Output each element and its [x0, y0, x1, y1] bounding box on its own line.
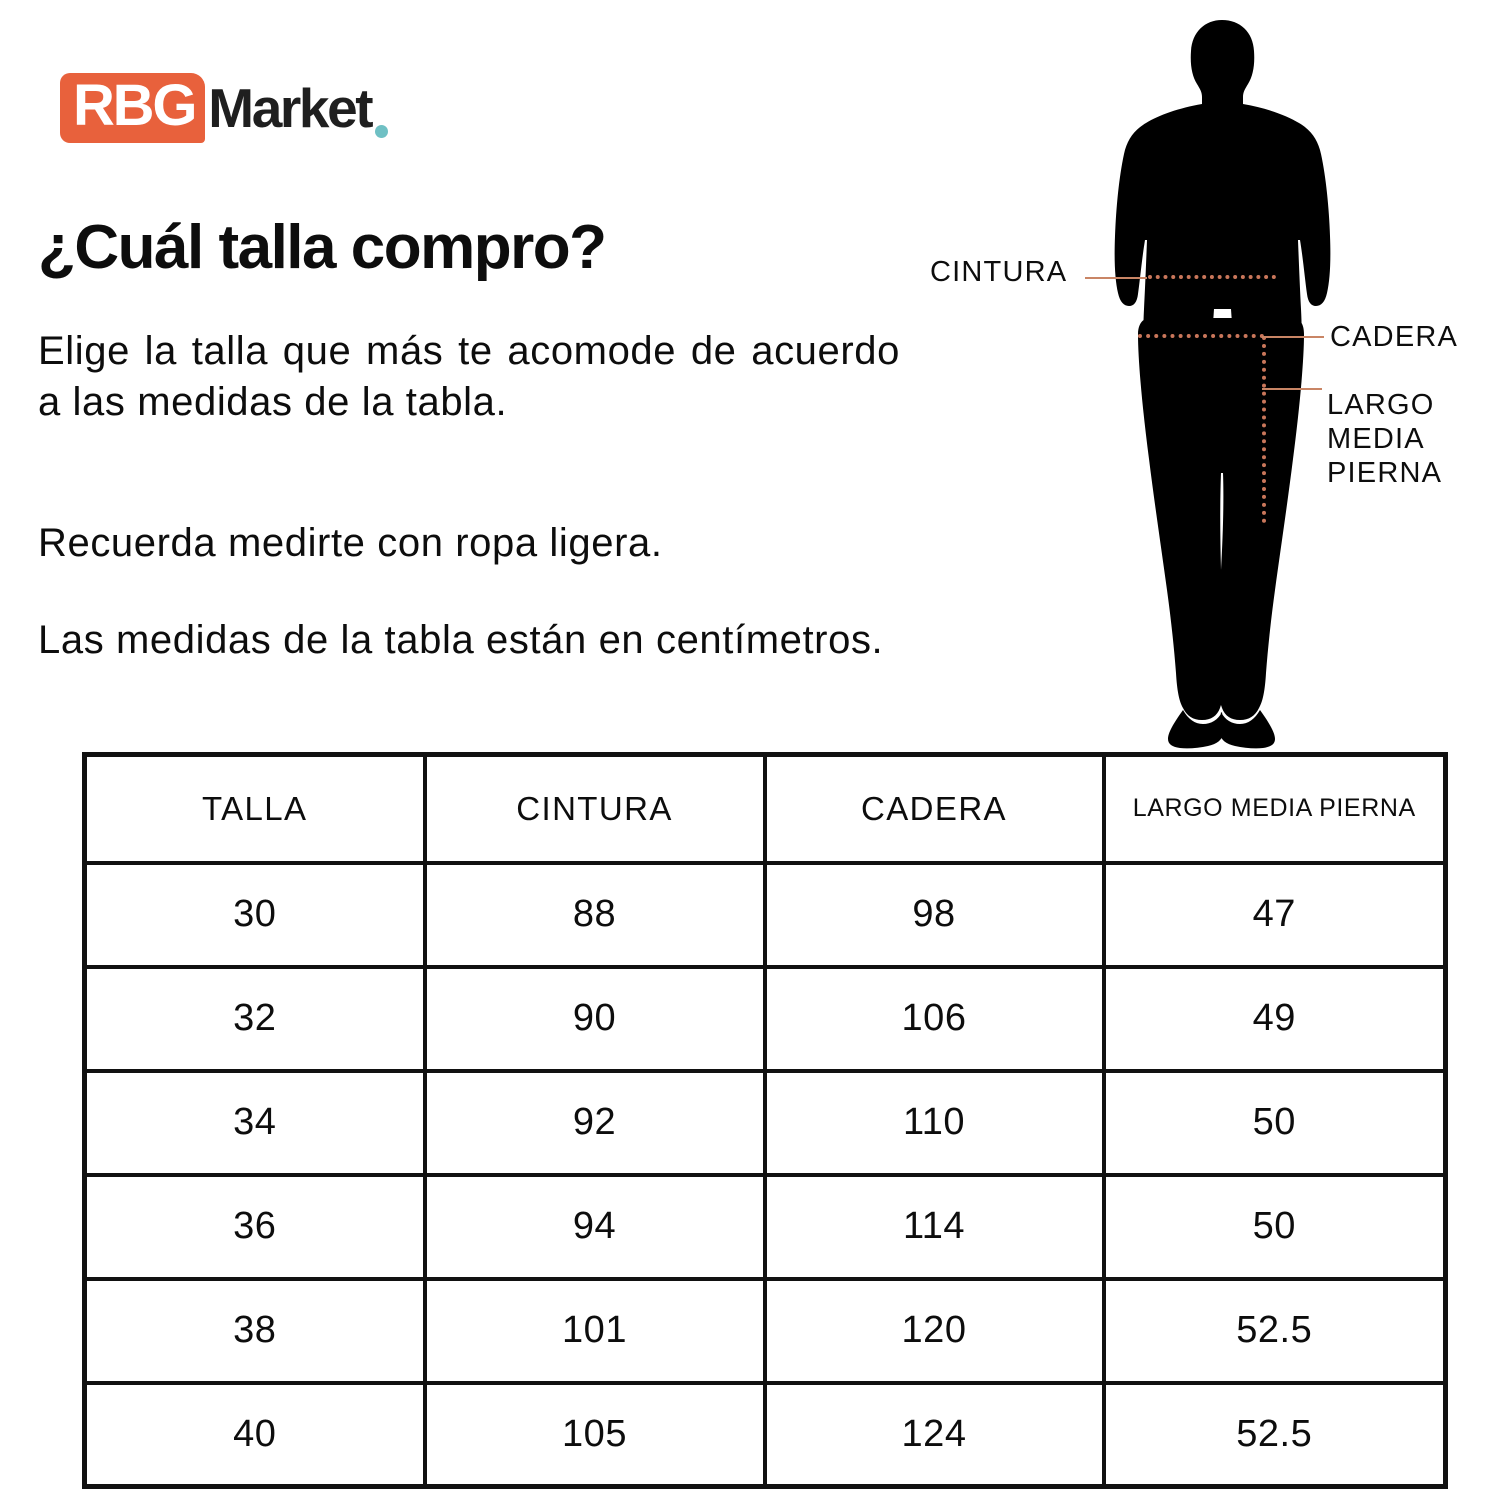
page-title: ¿Cuál talla compro?	[38, 213, 607, 282]
teal-dot-icon	[375, 125, 389, 138]
col-header-cintura: CINTURA	[422, 752, 767, 865]
size-table: TALLA CINTURA CADERA LARGO MEDIA PIERNA …	[82, 752, 1448, 1489]
col-header-talla: TALLA	[82, 752, 427, 865]
cell-cintura: 90	[422, 964, 767, 1073]
cell-talla: 36	[82, 1172, 427, 1281]
table-row: 36 94 114 50	[82, 1172, 1448, 1281]
cell-largo: 49	[1101, 964, 1448, 1073]
brand-logo: RBG Market	[60, 72, 389, 144]
inseam-leader-line	[1262, 388, 1322, 390]
cell-largo: 52.5	[1101, 1380, 1448, 1489]
cell-cintura: 105	[422, 1380, 767, 1489]
waist-guide-line	[1148, 275, 1276, 279]
table-row: 30 88 98 47	[82, 860, 1448, 969]
cell-largo: 50	[1101, 1068, 1448, 1177]
cell-largo: 47	[1101, 860, 1448, 969]
cell-cadera: 114	[762, 1172, 1106, 1281]
waist-leader-line	[1085, 277, 1147, 279]
annotation-largo-media-pierna: LARGO MEDIA PIERNA	[1327, 388, 1442, 490]
table-row: 38 101 120 52.5	[82, 1276, 1448, 1385]
cell-cintura: 88	[422, 860, 767, 969]
col-header-cadera: CADERA	[762, 752, 1106, 865]
cell-cadera: 124	[762, 1380, 1106, 1489]
logo-badge: RBG	[60, 72, 206, 143]
intro-paragraph-1: Elige la talla que más te acomode de acu…	[38, 329, 900, 424]
hip-guide-line	[1138, 334, 1264, 338]
size-table-wrapper: TALLA CINTURA CADERA LARGO MEDIA PIERNA …	[82, 752, 1448, 1489]
cell-talla: 34	[82, 1068, 427, 1177]
intro-paragraph-3: Las medidas de la tabla están en centíme…	[38, 618, 884, 662]
annotation-cadera: CADERA	[1330, 321, 1459, 353]
col-header-largo-media-pierna: LARGO MEDIA PIERNA	[1101, 752, 1448, 865]
hip-leader-line	[1262, 336, 1324, 338]
cell-talla: 40	[82, 1380, 427, 1489]
cell-cadera: 110	[762, 1068, 1106, 1177]
table-row: 34 92 110 50	[82, 1068, 1448, 1177]
inseam-guide-line	[1262, 336, 1266, 523]
annotation-largo-line-1: LARGO	[1327, 389, 1435, 421]
cell-largo: 50	[1101, 1172, 1448, 1281]
cell-cadera: 98	[762, 860, 1106, 969]
table-row: 32 90 106 49	[82, 964, 1448, 1073]
annotation-largo-line-3: PIERNA	[1327, 457, 1443, 489]
cell-talla: 32	[82, 964, 427, 1073]
cell-talla: 38	[82, 1276, 427, 1385]
cell-cadera: 120	[762, 1276, 1106, 1385]
cell-cintura: 92	[422, 1068, 767, 1177]
cell-largo: 52.5	[1101, 1276, 1448, 1385]
table-row: 40 105 124 52.5	[82, 1380, 1448, 1489]
cell-cintura: 101	[422, 1276, 767, 1385]
table-header-row: TALLA CINTURA CADERA LARGO MEDIA PIERNA	[82, 752, 1448, 865]
cell-cintura: 94	[422, 1172, 767, 1281]
intro-paragraph-2: Recuerda medirte con ropa ligera.	[38, 521, 663, 565]
cell-cadera: 106	[762, 964, 1106, 1073]
logo-wordmark: Market	[208, 76, 373, 139]
annotation-cintura: CINTURA	[930, 256, 1068, 288]
logo-badge-text: RBG	[73, 72, 198, 138]
cell-talla: 30	[82, 860, 427, 969]
annotation-largo-line-2: MEDIA	[1327, 423, 1425, 455]
